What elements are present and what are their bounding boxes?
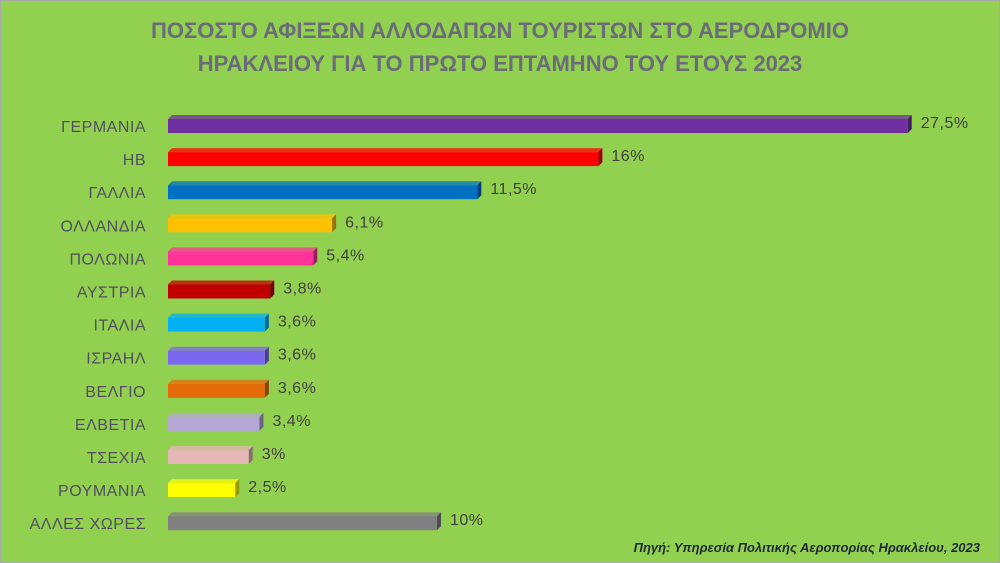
category-label: ΟΛΛΑΝΔΙΑ xyxy=(60,218,146,235)
data-label: 11,5% xyxy=(490,181,537,198)
category-label: ΤΣΕΧΙΑ xyxy=(87,450,146,467)
bar xyxy=(168,284,271,299)
bar-top-face xyxy=(168,280,275,285)
bar-top-face xyxy=(168,115,912,119)
bar-group-10: ΤΣΕΧΙΑ 3% xyxy=(87,446,286,467)
bar-top-face xyxy=(168,214,337,219)
category-label: ΡΟΥΜΑΝΙΑ xyxy=(58,483,146,500)
bar xyxy=(168,119,908,133)
bar xyxy=(168,251,314,266)
data-label: 3,6% xyxy=(278,380,316,397)
bar xyxy=(168,185,478,200)
bar-top-face xyxy=(168,446,253,450)
bar-top-face xyxy=(168,512,441,517)
bar-group-3: ΟΛΛΑΝΔΙΑ 6,1% xyxy=(60,214,383,235)
data-label: 16% xyxy=(611,148,645,165)
data-label: 3,4% xyxy=(272,413,310,430)
bar-group-2: ΓΑΛΛΙΑ 11,5% xyxy=(88,181,537,202)
bar-side-face xyxy=(264,313,269,332)
category-label: ΓΑΛΛΙΑ xyxy=(88,185,146,202)
category-label: ΙΤΑΛΙΑ xyxy=(93,318,146,335)
category-label: ΕΛΒΕΤΙΑ xyxy=(75,417,146,434)
bar-top-face xyxy=(168,379,269,384)
bar-top-face xyxy=(168,181,482,186)
bar-side-face xyxy=(270,280,275,299)
bar xyxy=(168,383,265,398)
data-label: 10% xyxy=(450,512,484,529)
data-label: 27,5% xyxy=(921,115,969,132)
category-label: ΑΛΛΕΣ ΧΩΡΕΣ xyxy=(30,516,146,533)
data-label: 3,6% xyxy=(278,347,316,364)
bar-group-7: ΙΣΡΑΗΛ 3,6% xyxy=(86,346,316,368)
bar xyxy=(168,416,260,431)
bar xyxy=(168,317,265,332)
bar-side-face xyxy=(437,512,441,531)
bar xyxy=(168,483,236,498)
bar-side-face xyxy=(313,247,318,266)
bar-side-face xyxy=(907,115,912,133)
category-label: ΓΕΡΜΑΝΙΑ xyxy=(61,119,146,136)
bar-top-face xyxy=(168,313,269,318)
data-label: 3% xyxy=(262,446,286,463)
bar-side-face xyxy=(598,148,603,167)
bar-side-face xyxy=(264,346,269,365)
bar-group-9: ΕΛΒΕΤΙΑ 3,4% xyxy=(75,412,310,434)
bar xyxy=(168,516,437,531)
bar-top-face xyxy=(168,346,269,351)
bar xyxy=(168,152,599,167)
bar-group-1: ΗΒ 16% xyxy=(123,148,645,169)
data-label: 6,1% xyxy=(345,214,383,231)
bar-side-face xyxy=(235,479,240,498)
bar-top-face xyxy=(168,479,240,484)
bar xyxy=(168,350,265,365)
data-label: 3,8% xyxy=(283,281,321,298)
category-label: ΒΕΛΓΙΟ xyxy=(85,384,146,401)
source-note: Πηγή: Υπηρεσία Πολιτικής Αεροπορίας Ηρακ… xyxy=(633,540,980,555)
category-label: ΗΒ xyxy=(123,152,146,169)
data-label: 2,5% xyxy=(248,479,286,496)
bar-side-face xyxy=(332,214,337,233)
bar-side-face xyxy=(259,412,264,431)
bar-group-12: ΑΛΛΕΣ ΧΩΡΕΣ 10% xyxy=(30,512,484,533)
bar-group-0: ΓΕΡΜΑΝΙΑ 27,5% xyxy=(61,115,968,136)
bar xyxy=(168,218,333,233)
data-label: 5,4% xyxy=(326,247,364,264)
bar-group-6: ΙΤΑΛΙΑ 3,6% xyxy=(93,313,316,335)
bar-group-5: ΑΥΣΤΡΙΑ 3,8% xyxy=(77,280,321,302)
bar-side-face xyxy=(264,379,269,398)
chart-title: ΠΟΣΟΣΤΟ ΑΦΙΞΕΩΝ ΑΛΛΟΔΑΠΩΝ ΤΟΥΡΙΣΤΩΝ ΣΤΟ … xyxy=(151,18,849,76)
bar-top-face xyxy=(168,412,264,417)
bar xyxy=(168,450,249,464)
category-label: ΑΥΣΤΡΙΑ xyxy=(77,285,146,302)
bar-side-face xyxy=(477,181,482,200)
bar-top-face xyxy=(168,148,603,153)
bar-group-8: ΒΕΛΓΙΟ 3,6% xyxy=(85,379,316,401)
bar-side-face xyxy=(248,446,253,464)
bar-group-11: ΡΟΥΜΑΝΙΑ 2,5% xyxy=(58,479,286,500)
category-label: ΠΟΛΩΝΙΑ xyxy=(69,251,146,268)
data-label: 3,6% xyxy=(278,314,316,331)
bar-group-4: ΠΟΛΩΝΙΑ 5,4% xyxy=(69,247,364,268)
bar-top-face xyxy=(168,247,318,252)
category-label: ΙΣΡΑΗΛ xyxy=(86,351,146,368)
